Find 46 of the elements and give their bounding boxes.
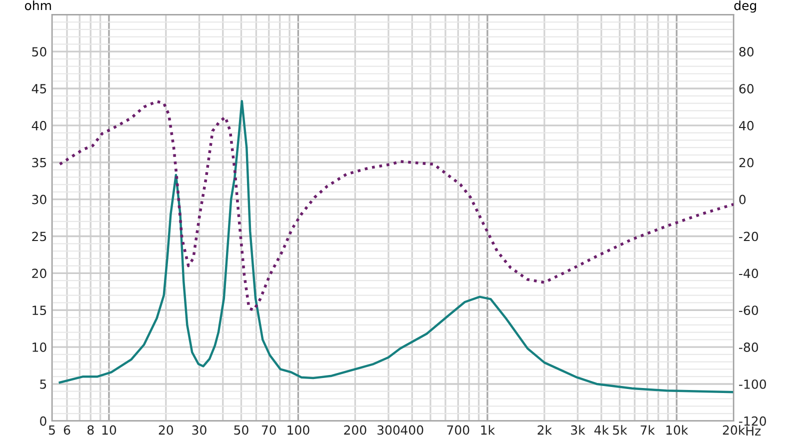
x-tick-label: 50: [234, 425, 248, 435]
x-axis-title: Hz: [746, 426, 761, 436]
x-tick-label: 3k: [571, 425, 586, 435]
y2-tick-label: -80: [739, 342, 758, 352]
y-tick-label: 5: [40, 380, 46, 389]
y2-tick-label: -20: [739, 232, 758, 242]
x-tick-label: 300: [377, 425, 400, 435]
x-tick-label: 20k: [722, 425, 746, 435]
x-tick-label: 10: [102, 425, 116, 435]
y-tick-label: 15: [32, 306, 46, 316]
x-tick-label: 4k: [594, 425, 609, 435]
x-tick-label: 1k: [481, 425, 495, 435]
y2-tick-label: 60: [739, 84, 754, 94]
y2-tick-label: 80: [739, 47, 754, 57]
y-tick-label: 50: [32, 47, 46, 57]
x-tick-label: 100: [288, 425, 310, 435]
y-tick-label: 10: [32, 342, 46, 352]
y-tick-label: 0: [40, 416, 46, 426]
x-tick-label: 200: [344, 425, 366, 435]
x-tick-label: 700: [447, 425, 470, 435]
y-axis-title: ohm: [24, 0, 51, 10]
x-tick-label: 2k: [538, 425, 552, 435]
x-tick-label: 5k: [613, 425, 628, 435]
y-tick-label: 40: [32, 120, 46, 130]
x-tick-label: 20: [158, 425, 174, 435]
x-tick-label: 10k: [666, 425, 688, 435]
x-tick-label: 70: [262, 425, 276, 435]
y2-tick-label: -60: [739, 306, 758, 316]
x-tick-label: 5: [48, 425, 55, 435]
x-tick-label: 8: [87, 425, 94, 435]
x-tick-label: 6: [64, 425, 70, 435]
y-tick-label: 45: [32, 84, 46, 94]
y2-tick-label: -40: [739, 268, 758, 278]
x-tick-label: 30: [192, 425, 206, 435]
y2-tick-label: -100: [739, 379, 766, 389]
y2-tick-label: 20: [739, 158, 754, 168]
y-tick-label: 30: [32, 194, 46, 204]
y-tick-label: 35: [32, 158, 46, 168]
y-tick-label: 20: [32, 268, 46, 278]
y2-tick-label: 0: [739, 194, 746, 204]
x-tick-label: 7k: [640, 425, 655, 435]
y2-tick-label: -120: [739, 416, 766, 426]
y2-axis-title: deg: [734, 0, 756, 13]
x-tick-label: 400: [400, 425, 424, 435]
y-tick-label: 25: [32, 232, 46, 242]
y2-tick-label: 40: [739, 120, 754, 130]
